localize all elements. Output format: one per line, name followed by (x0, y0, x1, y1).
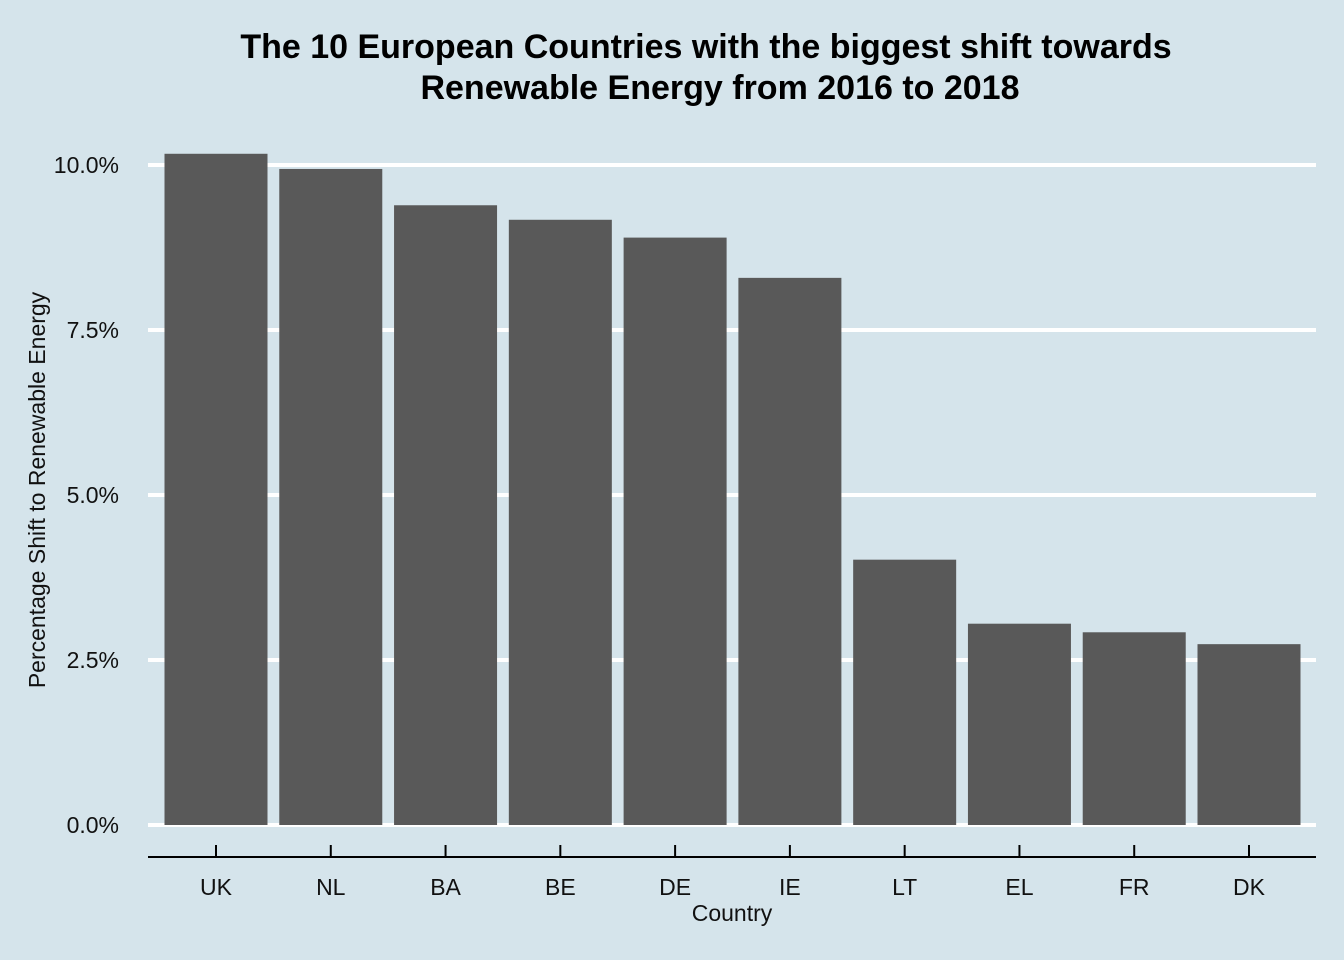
bars (164, 153, 1301, 826)
bar-lt (853, 559, 957, 825)
bar-uk (164, 153, 268, 825)
bar-ie (738, 277, 842, 825)
x-tick-label-nl: NL (316, 874, 346, 900)
y-tick-label: 7.5% (67, 317, 119, 343)
bar-dk (1197, 644, 1301, 825)
bar-be (508, 219, 612, 825)
y-tick-label: 2.5% (67, 647, 119, 673)
x-tick-label-uk: UK (200, 874, 233, 900)
y-axis-tick-labels: 0.0% 2.5% 5.0% 7.5% 10.0% (54, 152, 119, 838)
x-tick-label-dk: DK (1233, 874, 1266, 900)
bar-fr (1082, 632, 1186, 825)
x-tick-label-de: DE (659, 874, 691, 900)
y-tick-label: 5.0% (67, 482, 119, 508)
y-tick-label: 0.0% (67, 812, 119, 838)
x-tick-label-ba: BA (430, 874, 461, 900)
bar-ba (394, 205, 498, 825)
bar-nl (279, 168, 383, 825)
y-tick-label: 10.0% (54, 152, 119, 178)
y-axis-title: Percentage Shift to Renewable Energy (24, 291, 50, 688)
bar-el (967, 623, 1071, 825)
x-tick-label-lt: LT (892, 874, 917, 900)
chart-title-line-2: Renewable Energy from 2016 to 2018 (420, 69, 1019, 107)
x-axis-title: Country (692, 900, 773, 926)
x-tick-label-el: EL (1005, 874, 1033, 900)
x-tick-label-ie: IE (779, 874, 801, 900)
bar-de (623, 237, 727, 826)
chart-title-line-1: The 10 European Countries with the bigge… (240, 28, 1171, 66)
x-tick-label-fr: FR (1119, 874, 1150, 900)
x-tick-label-be: BE (545, 874, 576, 900)
x-axis-ticks: UK NL BA BE DE IE LT EL FR DK (200, 845, 1266, 900)
